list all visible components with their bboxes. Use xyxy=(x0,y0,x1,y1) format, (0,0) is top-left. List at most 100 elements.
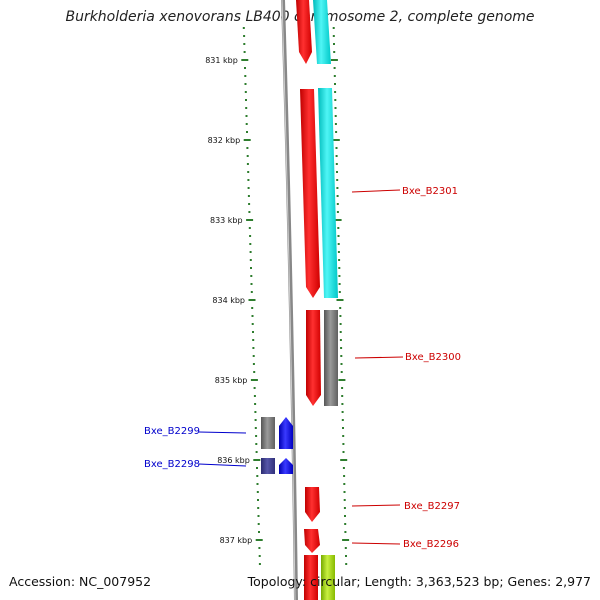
gene-arrow-bottom[interactable] xyxy=(304,555,318,600)
cds-feature-top[interactable] xyxy=(313,0,331,64)
ruler-minor-tick xyxy=(337,251,340,253)
ruler-minor-tick xyxy=(340,363,343,365)
ruler-minor-tick xyxy=(341,395,344,397)
ruler-minor-tick xyxy=(248,203,251,205)
gene-arrow-bxe-b2296[interactable] xyxy=(304,529,320,553)
ruler-minor-tick xyxy=(255,451,258,453)
ruler-minor-tick xyxy=(335,147,338,149)
ruler-minor-tick xyxy=(258,547,261,549)
ruler-minor-tick xyxy=(336,187,339,189)
ruler-minor-tick xyxy=(341,403,344,405)
ruler-minor-tick xyxy=(246,131,248,133)
ruler-minor-tick xyxy=(338,267,341,269)
ruler-minor-tick xyxy=(254,411,257,413)
ruler-minor-tick xyxy=(332,27,335,29)
ruler-minor-tick xyxy=(254,403,257,405)
ruler-minor-tick xyxy=(250,275,253,277)
ruler-minor-tick xyxy=(345,555,347,557)
ruler-major-tick xyxy=(334,219,342,221)
ruler-left xyxy=(241,27,263,565)
ruler-minor-tick xyxy=(336,203,339,205)
ruler-minor-tick xyxy=(251,315,254,317)
ruler-minor-tick xyxy=(343,499,346,501)
gene-arrow-bxe-b2297[interactable] xyxy=(305,487,320,522)
ruler-minor-tick xyxy=(250,267,252,269)
ruler-minor-tick xyxy=(252,355,255,357)
gene-arrow-bxe-b2301[interactable] xyxy=(300,89,320,298)
ruler-minor-tick xyxy=(342,467,345,469)
ruler-tick-label: 832 kbp xyxy=(208,136,241,145)
cds-feature-bxe-b2299[interactable] xyxy=(261,417,275,449)
cds-feature-bxe-b2301[interactable] xyxy=(318,88,338,298)
ruler-minor-tick xyxy=(253,395,256,397)
ruler-minor-tick xyxy=(252,363,255,365)
ruler-minor-tick xyxy=(344,531,347,533)
ruler-minor-tick xyxy=(336,195,339,197)
ruler-minor-tick xyxy=(341,387,344,389)
gene-arrow-bxe-b2299[interactable] xyxy=(279,417,293,449)
ruler-minor-tick xyxy=(334,123,337,125)
ruler-minor-tick xyxy=(256,475,259,477)
ruler-minor-tick xyxy=(333,51,336,53)
ruler-minor-tick xyxy=(244,83,247,85)
ruler-minor-tick xyxy=(248,227,251,229)
ruler-minor-tick xyxy=(335,131,338,133)
ruler-minor-tick xyxy=(242,27,245,29)
ruler-minor-tick xyxy=(243,35,246,37)
ruler-minor-tick xyxy=(333,75,336,77)
ruler-minor-tick xyxy=(244,91,247,93)
gene-label-bxe-b2300[interactable]: Bxe_B2300 xyxy=(405,352,461,363)
gene-label-line-bxe-b2296 xyxy=(351,542,401,545)
ruler-minor-tick xyxy=(342,435,345,437)
ruler-minor-tick xyxy=(257,515,260,517)
gene-label-bxe-b2299[interactable]: Bxe_B2299 xyxy=(144,426,200,437)
ruler-tick-label: 833 kbp xyxy=(210,216,243,225)
ruler-minor-tick xyxy=(254,427,257,429)
ruler-minor-tick xyxy=(337,227,340,229)
ruler-minor-tick xyxy=(243,51,246,53)
ruler-minor-tick xyxy=(344,547,347,549)
ruler-minor-tick xyxy=(258,563,261,565)
ruler-minor-tick xyxy=(342,451,345,453)
ruler-minor-tick xyxy=(249,251,252,253)
gene-arrow-bxe-b2298[interactable] xyxy=(279,458,293,474)
gene-label-bxe-b2296[interactable]: Bxe_B2296 xyxy=(403,539,459,550)
cds-feature-bxe-b2300[interactable] xyxy=(324,310,338,406)
ruler-minor-tick xyxy=(245,107,248,109)
ruler-minor-tick xyxy=(344,523,347,525)
ruler-minor-tick xyxy=(258,531,260,533)
ruler-minor-tick xyxy=(335,163,338,165)
ruler-minor-tick xyxy=(257,523,260,525)
ruler-minor-tick xyxy=(339,323,342,325)
ruler-tick-label: 835 kbp xyxy=(215,376,248,385)
ruler-major-tick xyxy=(250,379,258,381)
gene-label-bxe-b2298[interactable]: Bxe_B2298 xyxy=(144,459,200,470)
ruler-minor-tick xyxy=(338,259,341,261)
gene-arrow-top[interactable] xyxy=(296,0,312,64)
ruler-minor-tick xyxy=(257,499,259,501)
ruler-minor-tick xyxy=(257,507,260,509)
gene-label-bxe-b2297[interactable]: Bxe_B2297 xyxy=(404,501,460,512)
ruler-minor-tick xyxy=(245,99,247,101)
ruler-major-tick xyxy=(342,539,350,541)
ruler-major-tick xyxy=(248,299,256,301)
ruler-minor-tick xyxy=(256,483,259,485)
ruler-minor-tick xyxy=(252,339,255,341)
ruler-major-tick xyxy=(255,539,263,541)
cds-feature-bxe-b2298[interactable] xyxy=(261,458,275,474)
ruler-minor-tick xyxy=(253,387,256,389)
cds-feature-bottom[interactable] xyxy=(321,555,335,600)
ruler-minor-tick xyxy=(252,331,254,333)
ruler-minor-tick xyxy=(340,371,343,373)
ruler-minor-tick xyxy=(334,91,337,93)
gene-arrow-bxe-b2300[interactable] xyxy=(306,310,321,406)
ruler-minor-tick xyxy=(244,75,247,77)
ruler-minor-tick xyxy=(338,283,341,285)
ruler-minor-tick xyxy=(248,211,251,213)
ruler-minor-tick xyxy=(334,83,336,85)
ruler-minor-tick xyxy=(247,179,250,181)
accession-text: Accession: NC_007952 xyxy=(9,574,152,589)
gene-label-line-bxe-b2301 xyxy=(351,189,401,193)
gene-label-bxe-b2301[interactable]: Bxe_B2301 xyxy=(402,186,458,197)
